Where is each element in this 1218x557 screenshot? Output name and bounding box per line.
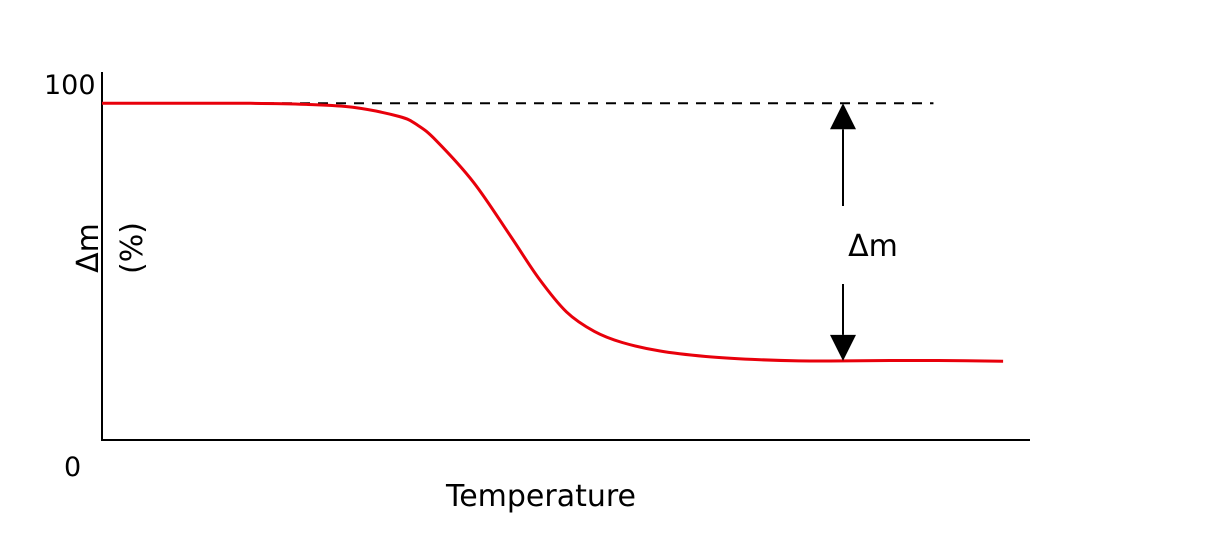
y-axis-title-symbol: Δm [71, 223, 106, 273]
arrow-down-head [830, 334, 856, 361]
axes [101, 72, 1030, 441]
mass-loss-curve [101, 101, 1004, 363]
y-tick-label-100: 100 [44, 70, 96, 101]
y-axis-title-unit: (%) [115, 222, 150, 274]
delta-m-annotation: Δm [830, 103, 898, 361]
x-axis-title: Temperature [445, 479, 636, 514]
y-tick-label-0: 0 [64, 452, 81, 483]
arrow-up-head [830, 103, 856, 130]
delta-m-label: Δm [848, 229, 898, 264]
